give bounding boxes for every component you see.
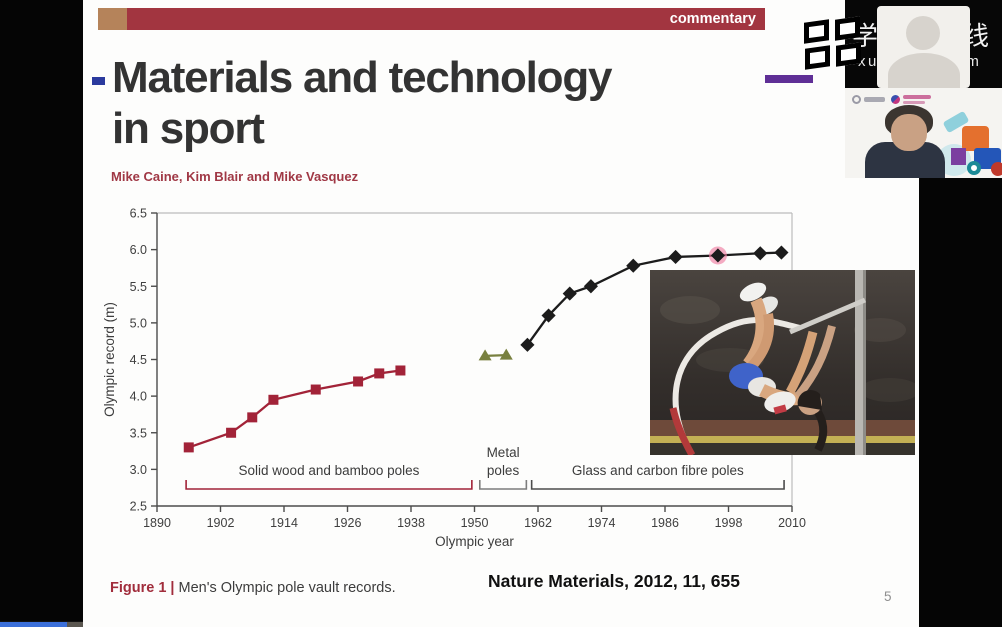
commentary-label: commentary: [669, 11, 756, 27]
partner-logo-icon: [891, 95, 900, 104]
pole-vaulter-photo-image: [650, 270, 915, 455]
university-logo-text: [864, 97, 885, 102]
figure-caption-text: Men's Olympic pole vault records.: [178, 580, 396, 596]
pole-vaulter-photo: [650, 270, 915, 455]
presenter-face: [891, 114, 927, 151]
progress-played: [0, 622, 67, 627]
slide-page-number: 5: [884, 589, 892, 604]
title-bullet-dash: [92, 77, 105, 85]
progress-buffer: [67, 622, 83, 627]
player-progress-bar[interactable]: [0, 621, 83, 627]
partner-logo-text-1: [903, 95, 931, 99]
avatar-torso-icon: [888, 53, 960, 88]
partner-logo: [891, 94, 931, 106]
backdrop-purple-shape: [951, 148, 966, 165]
backdrop-teal-ring: [967, 161, 981, 175]
title-line-2: in sport: [112, 104, 265, 153]
purple-accent-bar: [765, 75, 813, 83]
avatar-head-icon: [906, 16, 940, 50]
backdrop-red-dot: [991, 162, 1002, 176]
title-line-1: Materials and technology: [112, 53, 613, 102]
xuetangx-logo: [804, 16, 864, 74]
university-logo: [852, 95, 886, 105]
avatar-placeholder: [877, 6, 970, 88]
logo-blue-pane-icon: [836, 42, 861, 67]
partner-logo-text-2: [903, 101, 925, 104]
citation: Nature Materials, 2012, 11, 655: [488, 571, 740, 591]
logo-yellow-pane-icon: [835, 16, 860, 41]
platform-banner: 学堂在线 xuetangx.com: [845, 0, 1002, 88]
logo-green-pane-icon: [804, 19, 829, 44]
university-emblem-icon: [852, 95, 861, 104]
backdrop-orange-shape: [962, 126, 989, 151]
presenter-webcam[interactable]: [845, 88, 1002, 178]
figure-caption-prefix: Figure 1 |: [110, 580, 179, 596]
banner-tab-decoration: [98, 8, 127, 30]
commentary-banner: commentary: [98, 8, 765, 30]
authors-line: Mike Caine, Kim Blair and Mike Vasquez: [111, 169, 359, 184]
figure-caption: Figure 1 | Men's Olympic pole vault reco…: [110, 580, 396, 596]
slide-title: Materials and technology in sport: [112, 52, 613, 154]
logo-red-pane-icon: [805, 45, 830, 70]
